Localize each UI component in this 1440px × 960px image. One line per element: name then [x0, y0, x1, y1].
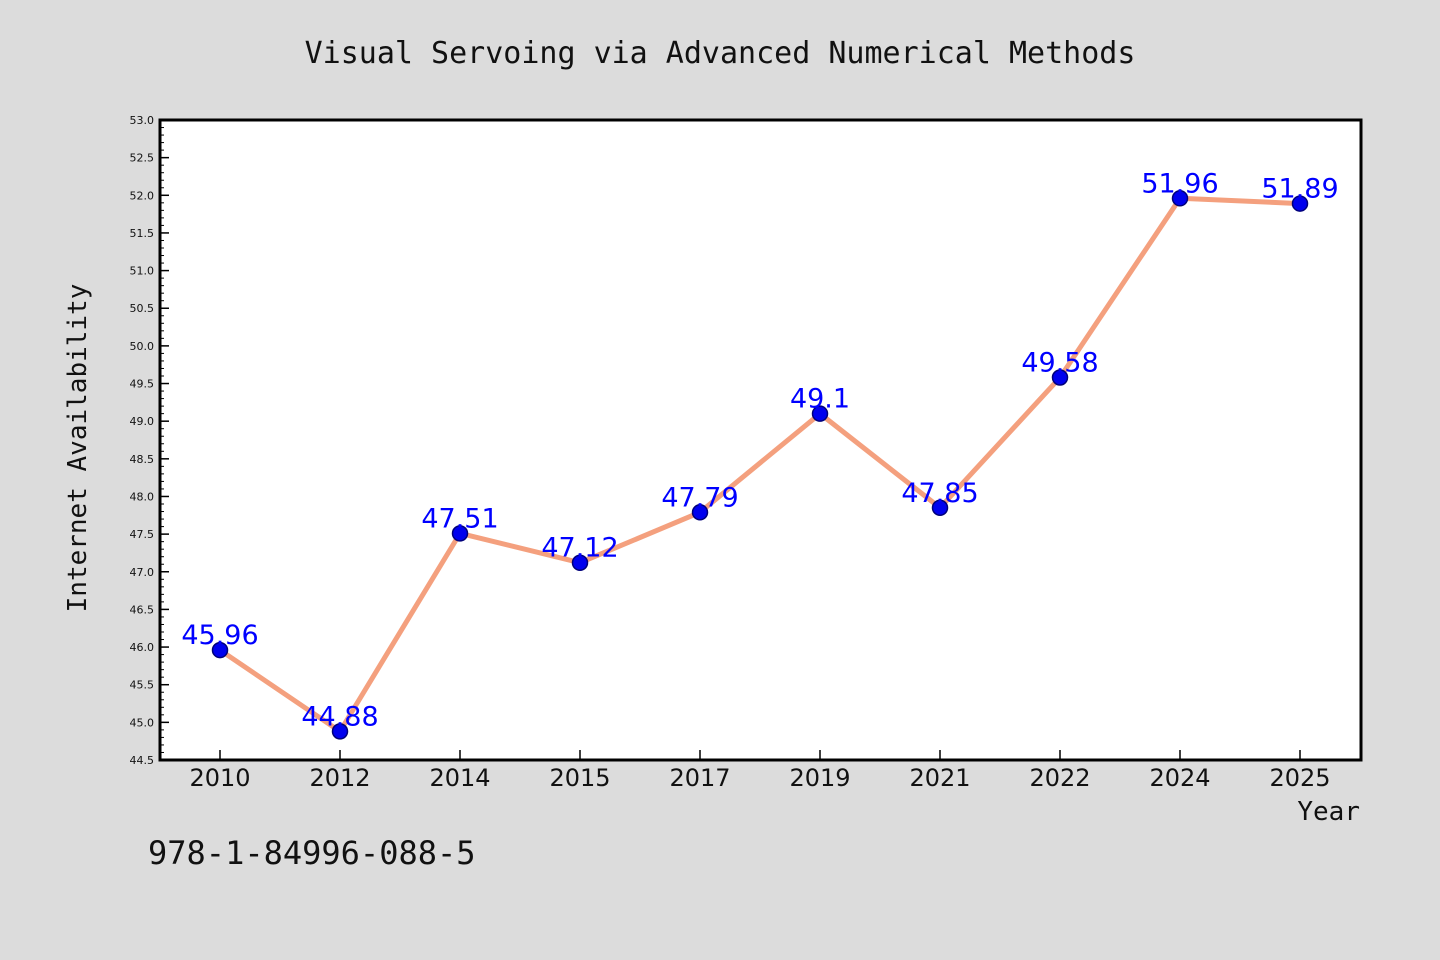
data-label: 49.58 [1021, 348, 1098, 379]
x-tick-label: 2022 [1029, 764, 1090, 792]
y-tick-label: 45.0 [130, 716, 155, 729]
data-point [331, 723, 349, 740]
y-tick-label: 53.0 [130, 114, 155, 127]
plot-frame [158, 118, 1363, 762]
y-tick-label: 51.5 [130, 227, 155, 240]
data-label: 51.89 [1261, 174, 1338, 205]
x-tick-label: 2019 [789, 764, 850, 792]
isbn-footnote: 978-1-84996-088-5 [148, 834, 476, 872]
data-point [211, 641, 229, 659]
y-tick-label: 51.0 [130, 265, 155, 278]
data-label: 47.79 [661, 482, 738, 513]
data-point [1171, 190, 1189, 207]
data-point [1291, 195, 1309, 212]
x-tick-label: 2012 [309, 764, 370, 792]
data-point [571, 554, 589, 571]
y-tick-label: 50.5 [130, 302, 155, 315]
y-tick-label: 52.0 [130, 189, 155, 202]
y-tick-label: 44.5 [130, 754, 155, 767]
y-axis-label: Internet Availability [63, 284, 93, 613]
series-line [217, 195, 1303, 734]
data-point [811, 405, 829, 422]
y-axis-ticks: 44.5 45.0 45.5 46.0 46.5 47.0 47.5 48.0 48.5 49.0… [130, 114, 169, 767]
y-tick-label: 48.0 [130, 490, 155, 503]
data-label: 47.51 [421, 503, 498, 534]
y-tick-label: 47.0 [130, 566, 155, 579]
plot-area [160, 120, 1361, 760]
x-tick-label: 2014 [429, 764, 490, 792]
data-labels: 45.96 44.88 47.51 47.12 47.79 49.1 47.85 49.58 5… [181, 168, 1338, 732]
data-label: 51.96 [1141, 168, 1218, 199]
x-tick-label: 2024 [1149, 764, 1210, 792]
x-tick-label: 2015 [549, 764, 610, 792]
data-label: 49.1 [790, 384, 850, 415]
y-tick-label: 45.5 [130, 679, 155, 692]
data-label: 47.12 [541, 533, 618, 564]
data-point [931, 499, 949, 517]
y-tick-label: 49.0 [130, 415, 155, 428]
y-tick-label: 48.5 [130, 453, 155, 466]
x-tick-label: 2017 [669, 764, 730, 792]
y-tick-label: 49.5 [130, 378, 155, 391]
data-label: 47.85 [901, 478, 978, 509]
x-tick-label: 2021 [909, 764, 970, 792]
x-tick-label: 2025 [1269, 764, 1330, 792]
y-tick-label: 50.0 [130, 340, 155, 353]
data-point [691, 504, 709, 521]
data-point [1051, 369, 1069, 386]
chart-title: Visual Servoing via Advanced Numerical M… [305, 36, 1136, 71]
x-axis-ticks: 2010 2012 2014 2015 2017 2019 2021 2022 2024 2025 [189, 750, 1331, 792]
y-tick-label: 46.5 [130, 603, 155, 616]
y-tick-label: 46.0 [130, 641, 155, 654]
y-tick-label: 47.5 [130, 528, 155, 541]
data-label: 44.88 [301, 701, 378, 732]
data-label: 45.96 [181, 620, 258, 651]
y-tick-label: 52.5 [130, 152, 155, 165]
x-axis-label: Year [1297, 797, 1360, 827]
x-tick-label: 2010 [189, 764, 250, 792]
series-layer [211, 190, 1309, 740]
data-point [451, 525, 469, 542]
